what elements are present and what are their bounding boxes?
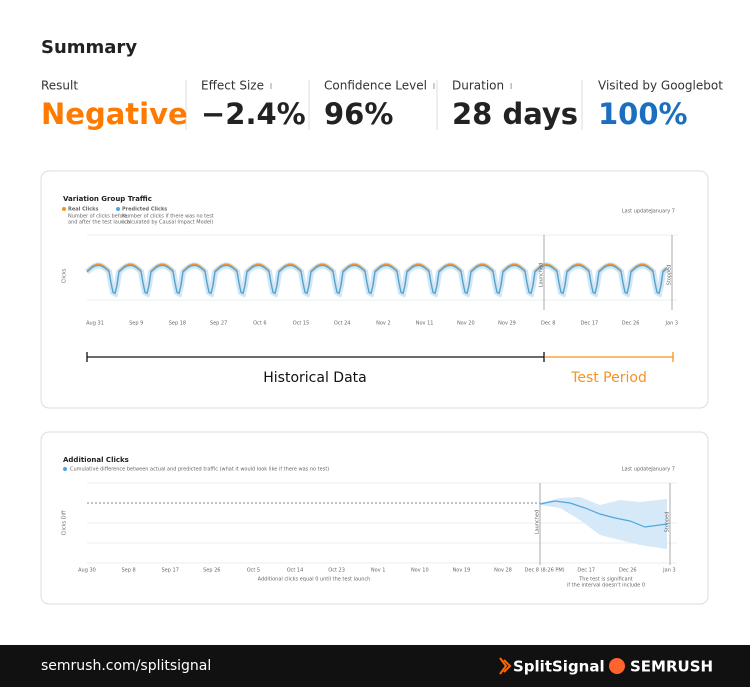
- legend-dot: [63, 467, 67, 471]
- x-tick-label: Dec 17: [577, 568, 595, 574]
- legend-name: Real Clicks: [68, 207, 98, 213]
- metric-label: Duration: [452, 79, 504, 93]
- x-tick-label: Sep 26: [203, 568, 220, 574]
- x-tick-label: Dec 26: [622, 321, 640, 327]
- legend-dot: [62, 207, 66, 211]
- x-tick-label: Sep 8: [121, 568, 135, 574]
- x-tick-label: Nov 2: [376, 321, 391, 327]
- last-update: January 7: [650, 209, 675, 215]
- metric-value: 96%: [324, 97, 393, 131]
- note: Additional clicks equal 0 until the test…: [258, 577, 371, 583]
- metric-label: Confidence Level: [324, 79, 427, 93]
- x-tick-label: Nov 28: [494, 568, 512, 574]
- predicted-line: [86, 264, 668, 295]
- legend-desc: and after the test launch: [68, 220, 130, 226]
- historical-label: Historical Data: [263, 370, 366, 386]
- x-tick-label: Oct 5: [247, 568, 260, 574]
- legend-dot: [116, 207, 120, 211]
- legend-text: Cumulative difference between actual and…: [70, 467, 329, 473]
- event-label: Launched: [539, 263, 545, 287]
- semrush-icon: [609, 658, 625, 674]
- footer-url: semrush.com/splitsignal: [41, 658, 211, 674]
- card: [40, 431, 709, 605]
- x-tick-label: Sep 18: [169, 321, 186, 327]
- company: SEMRUSH: [630, 658, 713, 676]
- metric-value: −2.4%: [201, 97, 306, 131]
- event-label: Stopped: [665, 512, 671, 533]
- last-update-label: Last update:: [622, 467, 654, 473]
- diff-line: [539, 500, 668, 528]
- legend-desc: Number of clicks if there was no test: [122, 214, 214, 220]
- x-tick-label: Oct 23: [328, 568, 345, 574]
- legend-desc: Number of clicks before: [68, 214, 128, 220]
- event-label: Stopped: [667, 265, 673, 286]
- note: The test is significant: [578, 577, 633, 583]
- last-update-label: Last update:: [622, 209, 654, 215]
- legend-desc: (calculated by Causal Impact Model): [122, 220, 213, 226]
- legend-name: Predicted Clicks: [122, 207, 167, 213]
- separators: [185, 80, 583, 130]
- chart-title: Additional Clicks: [63, 456, 129, 464]
- y-label: Clicks: [62, 268, 68, 283]
- x-tick-label: Nov 10: [411, 568, 429, 574]
- x-tick-label: Dec 8: [541, 321, 555, 327]
- x-tick-label: Jan 3: [665, 321, 678, 327]
- splitsignal-icon: [499, 657, 512, 675]
- x-tick-label: Dec 26: [619, 568, 637, 574]
- x-tick-label: Dec 17: [581, 321, 599, 327]
- metric-value: Negative: [41, 97, 188, 131]
- x-tick-label: Oct 14: [287, 568, 304, 574]
- interval-band: [540, 497, 667, 549]
- test-bracket: [545, 352, 674, 362]
- last-update: January 7: [650, 467, 675, 473]
- x-tick-label: Aug 30: [78, 568, 96, 574]
- x-tick-label: Nov 19: [453, 568, 471, 574]
- x-tick-label: Oct 6: [253, 321, 266, 327]
- event-label: Launched: [535, 510, 541, 534]
- metric-value: 100%: [598, 97, 688, 131]
- x-tick-label: Dec 8 (8:26 PM): [525, 568, 565, 574]
- x-tick-label: Nov 1: [371, 568, 386, 574]
- x-tick-label: Sep 9: [129, 321, 143, 327]
- x-tick-label: Sep 27: [210, 321, 227, 327]
- test-period-label: Test Period: [570, 370, 647, 386]
- x-tick-label: Jan 3: [662, 568, 675, 574]
- x-tick-label: Nov 29: [498, 321, 516, 327]
- brand: SplitSignal: [513, 658, 605, 676]
- note: if the interval doesn't include 0: [567, 583, 645, 589]
- x-tick-label: Nov 11: [416, 321, 434, 327]
- summary-title: Summary: [41, 37, 137, 58]
- x-tick-label: Aug 31: [86, 321, 104, 327]
- chart-title: Variation Group Traffic: [63, 195, 152, 203]
- metric-label: Visited by Googlebot: [598, 79, 723, 93]
- historical-bracket: [86, 352, 545, 362]
- x-tick-label: Sep 17: [162, 568, 179, 574]
- x-tick-label: Oct 24: [334, 321, 351, 327]
- x-tick-label: Nov 20: [457, 321, 475, 327]
- metric-label: Result: [41, 79, 78, 93]
- metric-label: Effect Size: [201, 79, 264, 93]
- x-tick-label: Oct 15: [293, 321, 310, 327]
- real-line: [86, 263, 668, 295]
- y-label: Clicks Diff: [62, 510, 68, 535]
- metric-value: 28 days: [452, 97, 578, 131]
